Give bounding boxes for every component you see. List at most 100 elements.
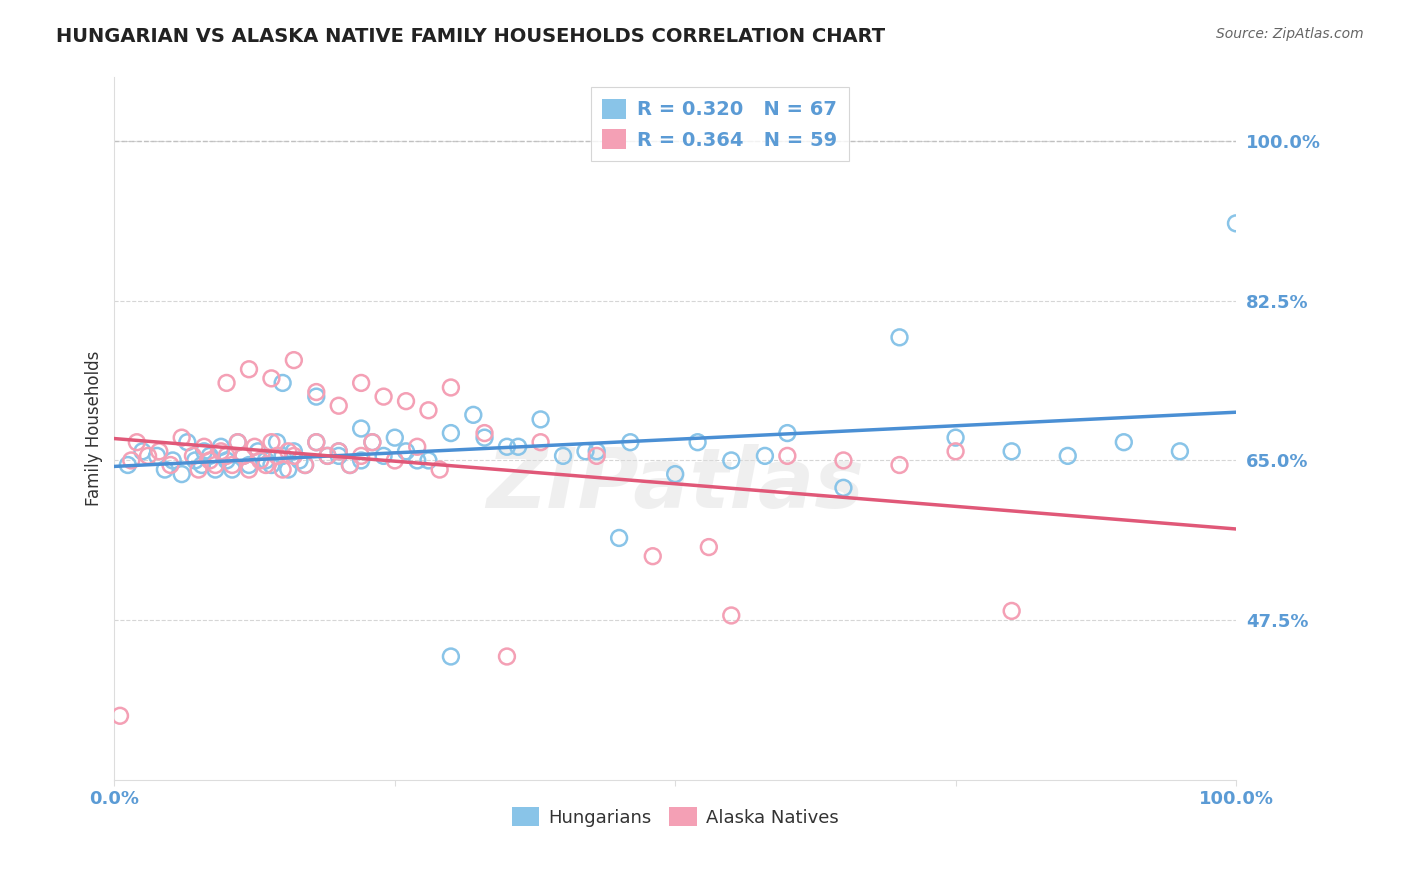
Legend: Hungarians, Alaska Natives: Hungarians, Alaska Natives (505, 800, 845, 834)
Point (305, 385, 328, 400)
Point (1056, 449, 1078, 463)
Point (238, 462, 260, 476)
Point (176, 435, 198, 450)
Point (215, 449, 238, 463)
Point (260, 371, 283, 385)
Text: HUNGARIAN VS ALASKA NATIVE FAMILY HOUSEHOLDS CORRELATION CHART: HUNGARIAN VS ALASKA NATIVE FAMILY HOUSEH… (56, 27, 886, 45)
Point (316, 449, 339, 463)
Point (373, 390, 395, 404)
Point (288, 453, 311, 467)
Point (254, 458, 277, 472)
Point (440, 649, 463, 664)
Point (283, 444, 305, 458)
Point (209, 440, 232, 454)
Point (496, 440, 519, 454)
Point (384, 453, 406, 467)
Point (271, 376, 294, 390)
Point (305, 435, 328, 450)
Point (170, 431, 193, 445)
Point (277, 462, 299, 476)
Point (136, 449, 159, 463)
Point (1225, 216, 1247, 230)
Point (184, 453, 207, 467)
Text: ZIPatlas: ZIPatlas (486, 444, 865, 525)
Point (283, 449, 305, 463)
Point (246, 444, 269, 458)
Point (198, 449, 221, 463)
Point (209, 444, 232, 458)
Point (574, 444, 596, 458)
Point (373, 449, 395, 463)
Point (720, 453, 742, 467)
Point (641, 549, 664, 564)
Point (249, 453, 271, 467)
Point (350, 453, 373, 467)
Point (350, 421, 373, 435)
Point (238, 458, 260, 472)
Point (945, 431, 967, 445)
Point (226, 435, 249, 450)
Point (889, 330, 911, 344)
Point (294, 458, 316, 472)
Point (686, 435, 709, 450)
Point (664, 467, 686, 482)
Point (720, 608, 742, 623)
Point (170, 467, 193, 482)
Point (384, 431, 406, 445)
Point (153, 462, 176, 476)
Point (508, 440, 530, 454)
Point (204, 458, 226, 472)
Point (585, 449, 607, 463)
Point (187, 462, 209, 476)
Point (406, 453, 429, 467)
Point (1001, 444, 1024, 458)
Point (266, 449, 288, 463)
Point (607, 531, 630, 545)
Point (776, 426, 799, 441)
Point (283, 353, 305, 368)
Point (1168, 444, 1191, 458)
Point (945, 444, 967, 458)
Point (146, 449, 169, 463)
Point (120, 453, 142, 467)
Point (108, 708, 131, 723)
Point (232, 449, 254, 463)
Point (754, 449, 776, 463)
Point (305, 435, 328, 450)
Point (162, 453, 184, 467)
Point (328, 449, 350, 463)
Point (832, 481, 855, 495)
Point (328, 444, 350, 458)
Point (496, 649, 519, 664)
Point (474, 431, 496, 445)
Point (463, 408, 485, 422)
Point (271, 449, 294, 463)
Point (117, 458, 139, 472)
Point (266, 435, 288, 450)
Point (131, 444, 153, 458)
Point (1112, 435, 1135, 450)
Point (776, 449, 799, 463)
Point (260, 435, 283, 450)
Point (429, 462, 451, 476)
Point (697, 540, 720, 554)
Point (221, 462, 243, 476)
Point (193, 444, 215, 458)
Point (277, 444, 299, 458)
Point (148, 444, 170, 458)
Point (395, 394, 418, 409)
Point (328, 399, 350, 413)
Point (181, 449, 204, 463)
Point (889, 458, 911, 472)
Point (254, 453, 277, 467)
Point (243, 440, 266, 454)
Point (191, 458, 214, 472)
Point (316, 449, 339, 463)
Point (832, 453, 855, 467)
Point (418, 403, 440, 417)
Point (529, 435, 551, 450)
Point (238, 362, 260, 376)
Point (418, 453, 440, 467)
Point (440, 380, 463, 394)
Point (328, 444, 350, 458)
